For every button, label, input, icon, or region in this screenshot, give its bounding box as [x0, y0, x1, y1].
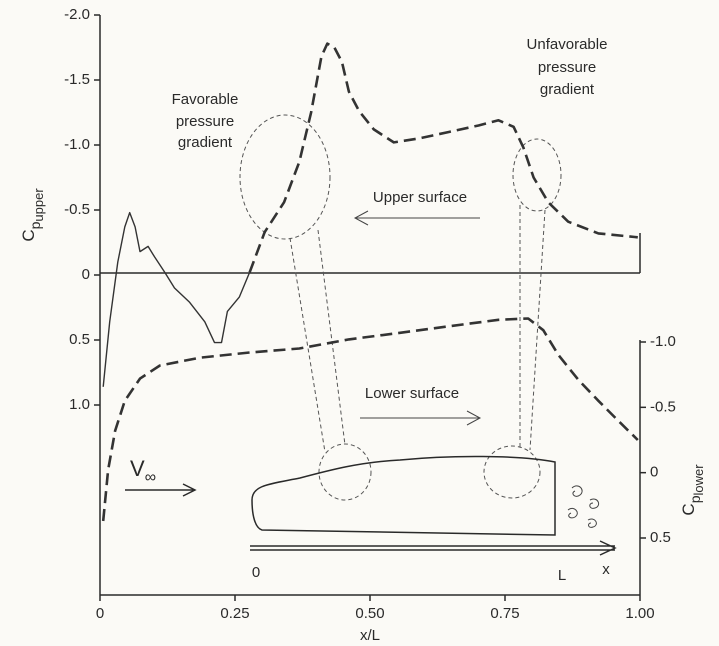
annotation: Lower surface [365, 385, 459, 402]
y-tick-label: -1.5 [64, 71, 90, 88]
y2-tick-label: 0.5 [650, 529, 671, 546]
y-label-sub: p [27, 221, 43, 229]
y2-label-sub: p [687, 495, 703, 503]
chart: Favorable pressure gradient Unfavorable … [0, 0, 719, 646]
y-tick-label: 0.5 [69, 331, 90, 348]
x-axis-label: x/L [360, 627, 380, 644]
annotation: pressure [538, 59, 596, 76]
y2-tick-label: 0 [650, 464, 658, 481]
annotation: x [602, 561, 610, 578]
annotation: L [558, 567, 566, 584]
y2-label-subsub: lower [691, 464, 706, 496]
y-label-main: C [19, 229, 38, 241]
y-tick-label: 1.0 [69, 396, 90, 413]
annotation: gradient [540, 81, 595, 98]
y2-tick-label: -1.0 [650, 333, 676, 350]
y2-label-main: C [679, 503, 698, 515]
annotation: gradient [178, 134, 233, 151]
x-tick-label: 0.25 [220, 605, 249, 622]
annotation: Favorable [172, 91, 239, 108]
y-label-subsub: upper [31, 188, 46, 222]
annotation: 0 [252, 564, 260, 581]
x-tick-label: 1.00 [625, 605, 654, 622]
annotation: Unfavorable [527, 36, 608, 53]
x-tick-label: 0 [96, 605, 104, 622]
velocity-symbol: V [130, 456, 145, 481]
velocity-subscript: ∞ [145, 469, 156, 486]
y-tick-label: -0.5 [64, 201, 90, 218]
annotation: Upper surface [373, 189, 467, 206]
annotation: pressure [176, 113, 234, 130]
x-tick-label: 0.75 [490, 605, 519, 622]
y2-tick-label: -0.5 [650, 398, 676, 415]
x-tick-label: 0.50 [355, 605, 384, 622]
y-tick-label: 0 [82, 266, 90, 283]
y-tick-label: -1.0 [64, 136, 90, 153]
y-tick-label: -2.0 [64, 6, 90, 23]
